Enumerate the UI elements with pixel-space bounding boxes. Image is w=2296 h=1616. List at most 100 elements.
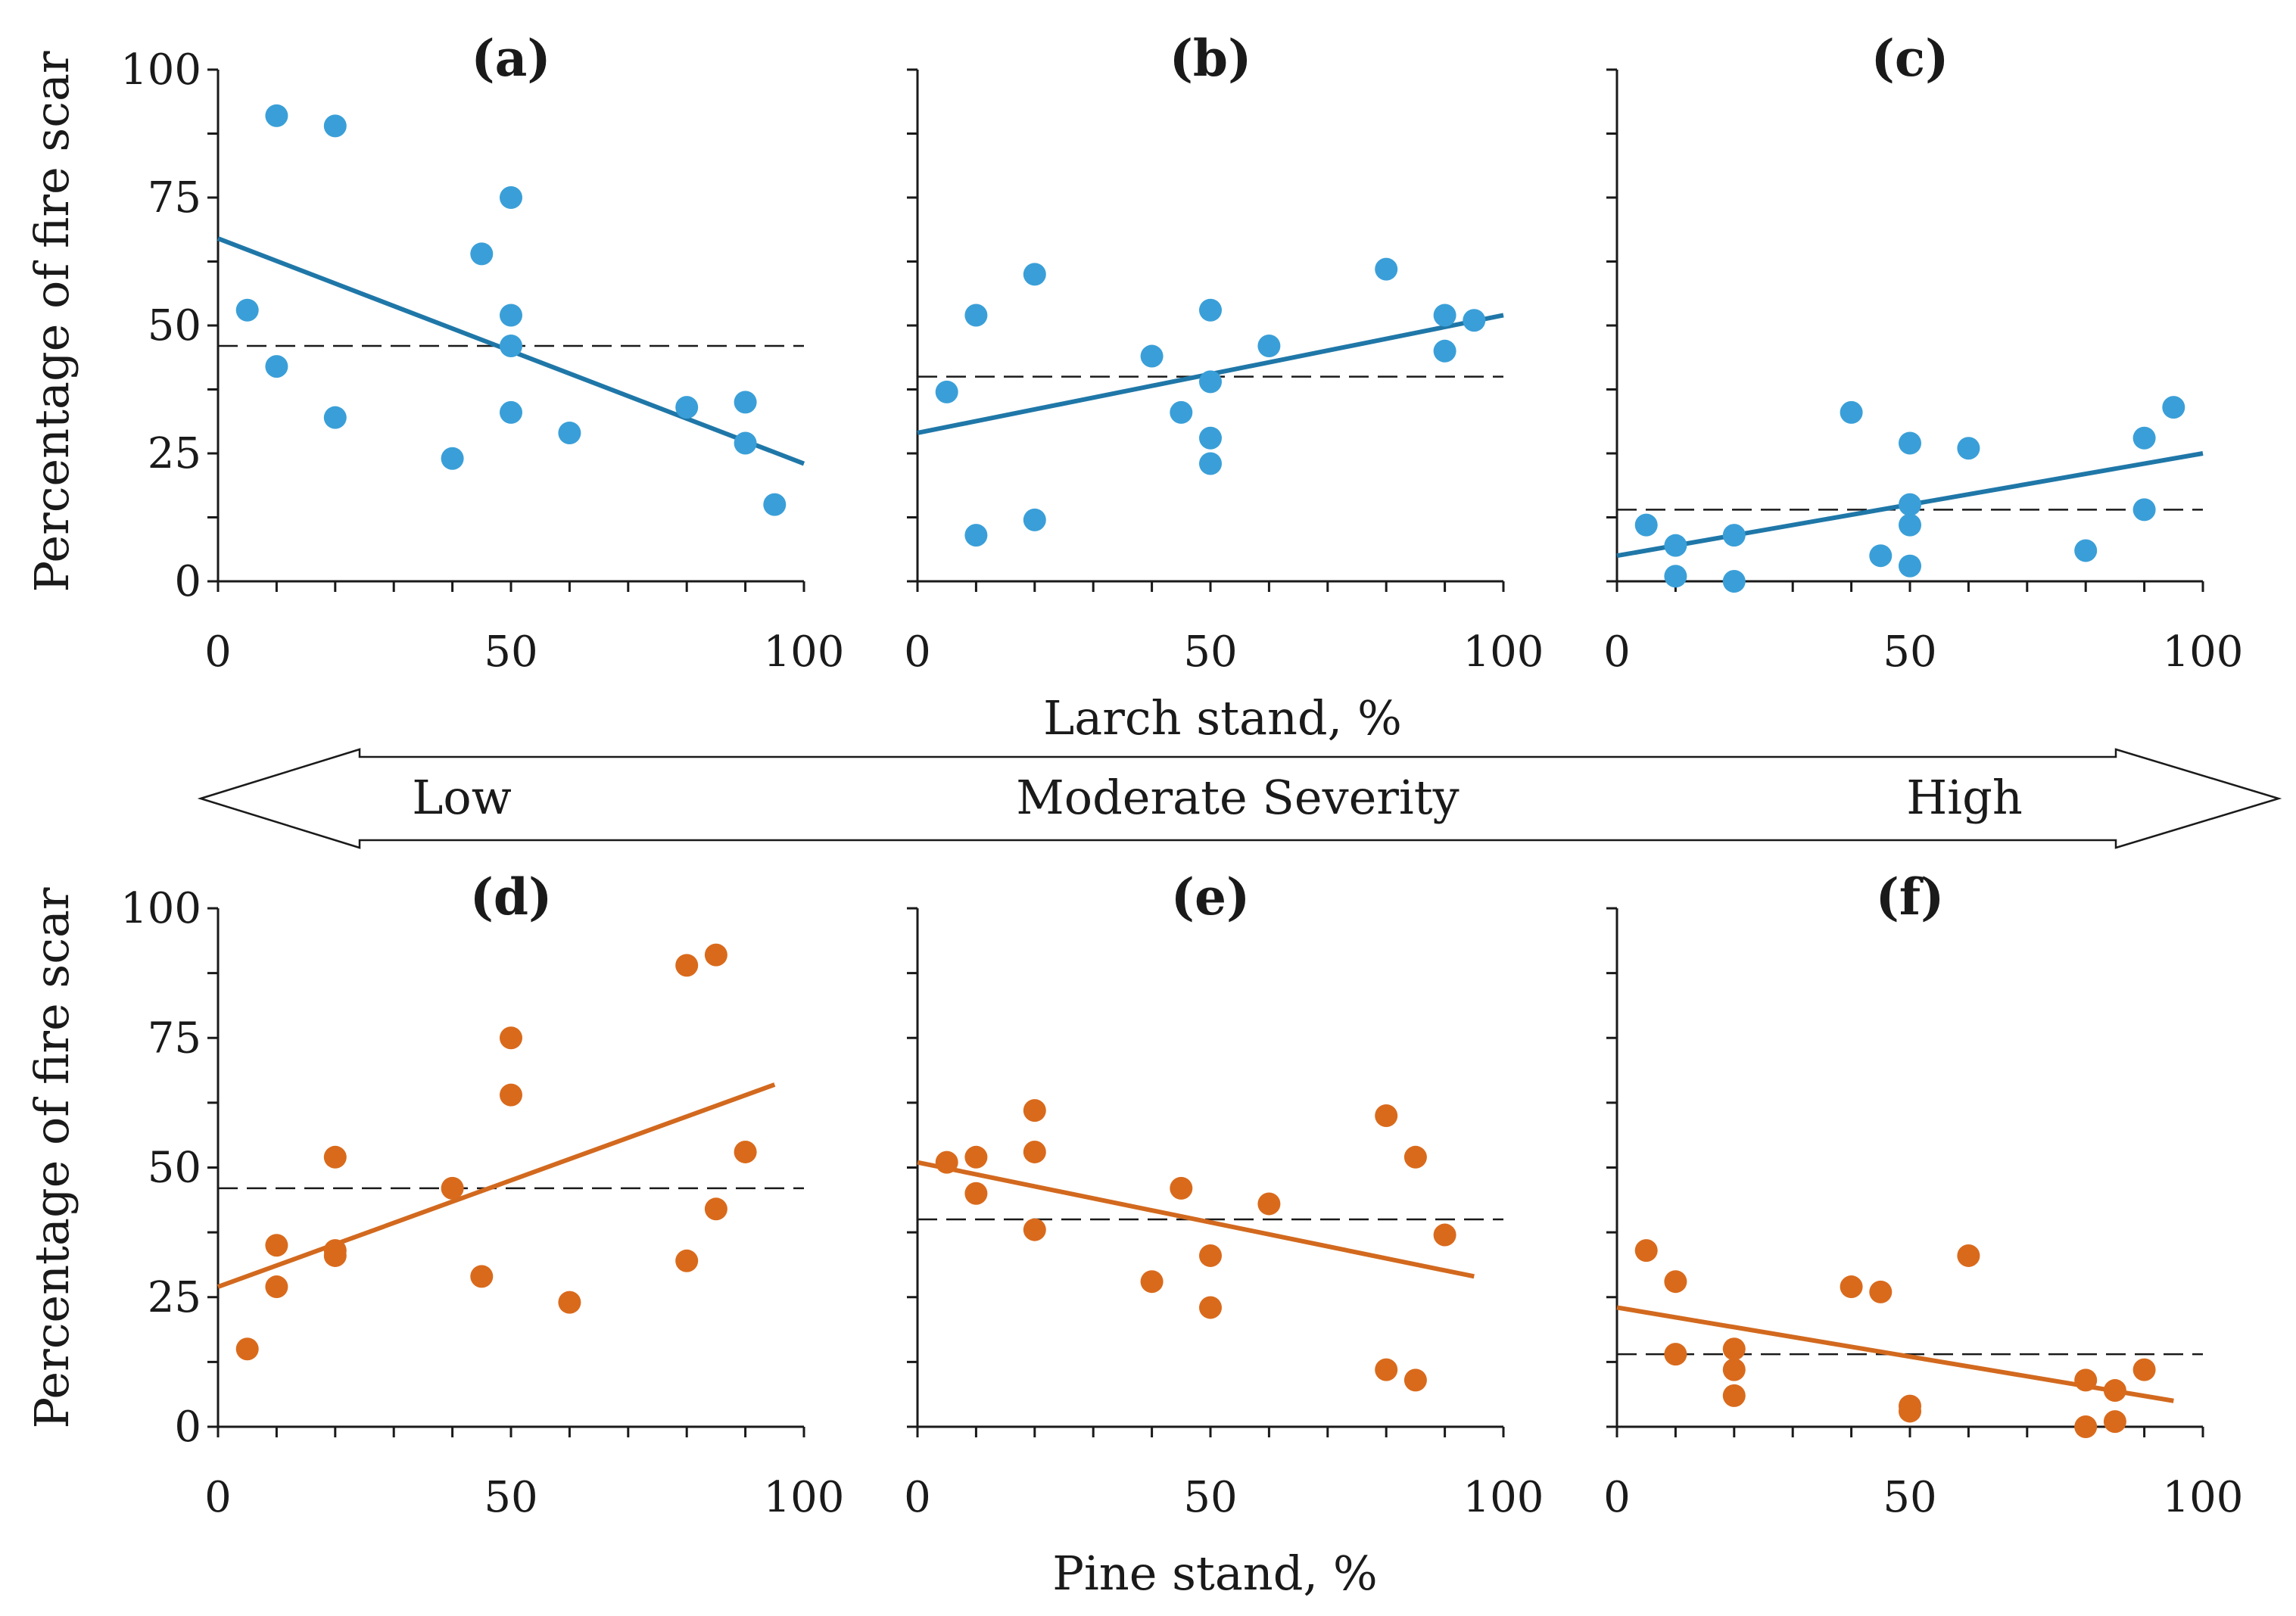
data-point-e — [1023, 1218, 1046, 1241]
data-point-c — [1899, 513, 1921, 537]
data-point-e — [1140, 1270, 1164, 1294]
panels: 0 25 50 75 100 0 50 100 (a) 0 50 100 (b) 0 50 100 (c) 0 25… — [120, 29, 2243, 1522]
data-point-c — [1869, 544, 1893, 568]
y-axis-title-top: Percentage of fire scar — [24, 51, 79, 592]
x-tick-label-e: 50 — [1183, 1473, 1237, 1522]
data-point-e — [964, 1182, 988, 1205]
severity-moderate-label: Moderate Severity — [1016, 770, 1459, 825]
data-point-f — [1957, 1244, 1980, 1267]
x-tick-label-c: 100 — [2163, 627, 2244, 677]
x-tick-label-b: 0 — [904, 627, 931, 677]
data-point-a — [763, 493, 787, 516]
data-point-a — [500, 400, 522, 424]
data-point-b — [1199, 298, 1222, 322]
data-point-e — [1023, 1099, 1046, 1122]
data-point-f — [2132, 1358, 2156, 1381]
data-point-c — [1840, 400, 1863, 424]
data-point-a — [323, 406, 347, 429]
data-point-d — [500, 1026, 522, 1050]
data-point-b — [964, 304, 988, 327]
data-point-a — [558, 421, 581, 444]
data-point-d — [323, 1244, 347, 1267]
trend-line-e — [917, 1160, 1475, 1279]
panel-e: 0 50 100 (e) — [904, 867, 1544, 1522]
severity-high-label: High — [1906, 770, 2023, 825]
data-point-e — [1257, 1192, 1281, 1216]
y-tick-label-a: 50 — [148, 301, 201, 350]
data-point-f — [1634, 1239, 1658, 1263]
x-tick-label-b: 100 — [1463, 627, 1544, 677]
data-point-f — [1722, 1384, 1746, 1407]
data-point-e — [1403, 1145, 1427, 1169]
x-tick-label-e: 100 — [1463, 1473, 1544, 1522]
data-point-a — [500, 186, 522, 209]
data-point-a — [265, 104, 288, 127]
data-point-c — [1957, 437, 1980, 460]
y-axis-title-bottom: Percentage of fire scar — [24, 887, 79, 1428]
data-point-e — [1375, 1358, 1398, 1381]
x-tick-label-d: 50 — [484, 1473, 537, 1522]
data-point-b — [1199, 426, 1222, 450]
data-point-d — [704, 1197, 727, 1221]
y-tick-label-d: 25 — [148, 1273, 201, 1322]
panel-label-f: (f) — [1876, 867, 1945, 926]
data-point-e — [1375, 1104, 1398, 1127]
x-tick-label-d: 100 — [764, 1473, 845, 1522]
data-point-b — [1199, 452, 1222, 475]
data-point-e — [1403, 1368, 1427, 1392]
y-tick-label-a: 75 — [148, 173, 201, 223]
panel-label-d: (d) — [470, 867, 553, 926]
data-point-d — [675, 1249, 699, 1272]
data-point-f — [2103, 1379, 2126, 1403]
data-point-b — [1433, 304, 1456, 327]
panel-label-b: (b) — [1170, 29, 1252, 88]
data-point-d — [558, 1291, 581, 1314]
data-point-b — [1463, 309, 1486, 332]
panel-c: 0 50 100 (c) — [1603, 29, 2243, 677]
y-tick-label-d: 0 — [174, 1403, 201, 1452]
data-point-b — [1199, 370, 1222, 394]
data-point-a — [734, 391, 757, 414]
data-point-f — [1869, 1280, 1893, 1303]
severity-arrow-shape — [197, 748, 2282, 849]
data-point-e — [1170, 1176, 1193, 1200]
data-point-d — [470, 1265, 494, 1288]
severity-arrow: Low Moderate Severity High — [197, 748, 2282, 849]
data-point-f — [2074, 1368, 2098, 1392]
data-point-f — [2074, 1415, 2098, 1438]
data-point-a — [441, 447, 464, 470]
x-tick-label-a: 50 — [484, 627, 537, 677]
data-point-c — [1899, 493, 1921, 516]
data-point-f — [1722, 1337, 1746, 1361]
data-point-d — [235, 1337, 259, 1361]
data-point-d — [500, 1083, 522, 1107]
data-point-e — [1199, 1296, 1222, 1319]
data-point-d — [265, 1275, 288, 1299]
data-point-a — [675, 396, 699, 419]
data-point-b — [964, 524, 988, 547]
severity-low-label: Low — [412, 770, 512, 825]
x-axis-title-pine: Pine stand, % — [1052, 1546, 1378, 1601]
y-tick-label-a: 25 — [148, 429, 201, 478]
data-point-b — [1170, 400, 1193, 424]
data-point-e — [1023, 1140, 1046, 1163]
x-tick-label-c: 0 — [1603, 627, 1631, 677]
trend-line-d — [217, 1082, 776, 1289]
data-point-b — [935, 380, 958, 403]
data-point-a — [500, 304, 522, 327]
data-point-c — [1722, 524, 1746, 547]
data-point-a — [470, 242, 494, 266]
data-point-d — [265, 1234, 288, 1257]
x-tick-label-a: 100 — [764, 627, 845, 677]
data-point-b — [1140, 344, 1164, 368]
data-point-b — [1023, 508, 1046, 531]
data-point-e — [1433, 1223, 1456, 1247]
panel-label-a: (a) — [471, 29, 550, 88]
x-axis-title-larch: Larch stand, % — [1043, 690, 1402, 746]
data-point-d — [323, 1145, 347, 1169]
data-point-c — [2162, 396, 2185, 419]
data-point-c — [1664, 565, 1687, 588]
x-tick-label-c: 50 — [1883, 627, 1936, 677]
y-tick-label-d: 75 — [148, 1014, 201, 1063]
